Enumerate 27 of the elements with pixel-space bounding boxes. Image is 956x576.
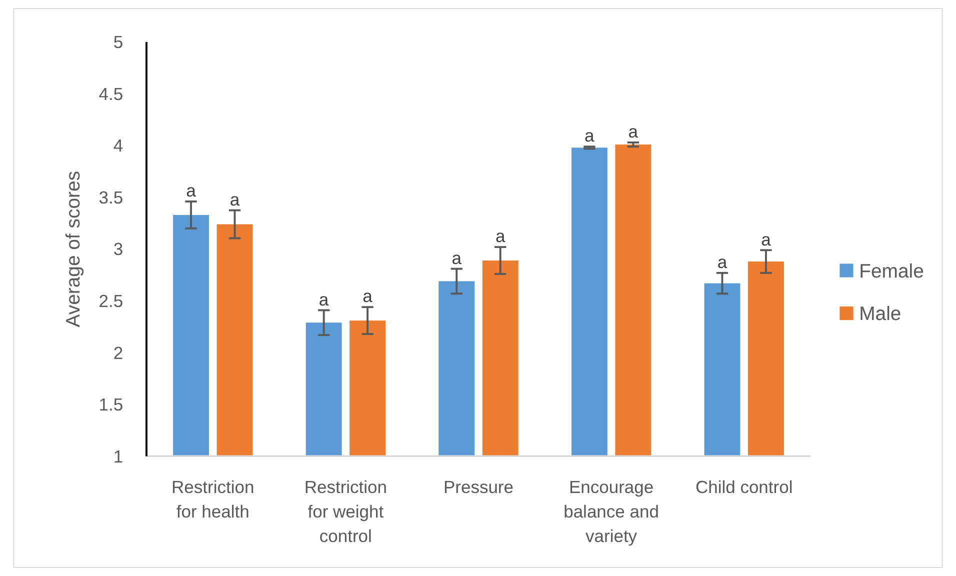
legend-label: Male xyxy=(859,303,902,326)
annotation: a xyxy=(761,229,772,250)
annotation: a xyxy=(452,248,462,268)
y-tick-label: 1 xyxy=(113,446,124,466)
x-tick-label: Child control xyxy=(695,477,793,498)
y-tick-label: 5 xyxy=(113,32,124,52)
annotation: a xyxy=(628,122,638,142)
annotation: a xyxy=(717,252,728,272)
y-tick-label: 4 xyxy=(113,136,124,156)
x-tick-label: Encourage balance and variety xyxy=(564,477,659,546)
y-tick-label: 3 xyxy=(113,239,124,260)
y-tick-label: 3.5 xyxy=(98,187,124,208)
legend-label: Female xyxy=(859,260,924,282)
annotation: a xyxy=(318,289,329,310)
y-axis-title: Average of scores xyxy=(62,170,84,328)
annotation: a xyxy=(495,226,506,246)
annotation: a xyxy=(362,286,373,306)
annotation: a xyxy=(186,180,196,201)
y-tick-label: 4.5 xyxy=(98,84,124,104)
x-tick-label: Restriction for health xyxy=(172,477,254,522)
x-tick-label: Restriction for weight control xyxy=(304,477,388,546)
y-tick-label: 2.5 xyxy=(98,291,124,312)
y-tick-label: 2 xyxy=(113,342,124,363)
annotation: a xyxy=(584,126,595,146)
x-tick-label: Pressure xyxy=(443,477,514,498)
annotation: a xyxy=(230,189,240,210)
y-tick-label: 1.5 xyxy=(98,394,124,415)
